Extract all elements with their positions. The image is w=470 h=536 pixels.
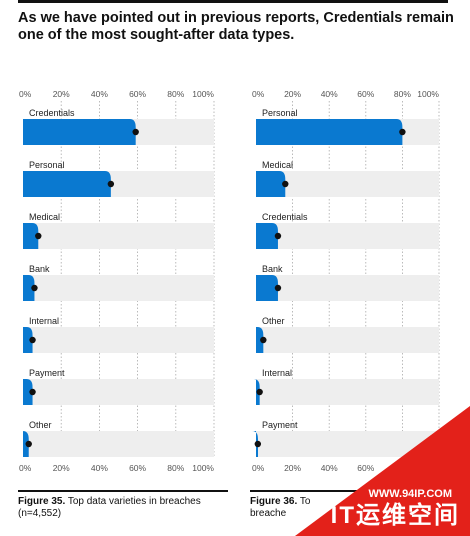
value-dot xyxy=(132,128,139,136)
axis-tick-label-bottom: 20% xyxy=(284,463,301,473)
value-dot xyxy=(35,232,42,240)
watermark-name: IT运维空间 xyxy=(330,502,460,529)
bar-credentials xyxy=(23,119,136,145)
bar-payment xyxy=(252,431,258,457)
axis-tick-label-top: 20% xyxy=(284,89,301,99)
axis-tick-label-top: 60% xyxy=(357,89,374,99)
axis-tick-label-top: 0% xyxy=(19,89,32,99)
value-dot xyxy=(399,128,406,136)
bar-personal xyxy=(23,171,111,197)
bar-track xyxy=(23,223,214,249)
axis-tick-label-bottom: 40% xyxy=(91,463,108,473)
axis-tick-label-bottom: 100% xyxy=(192,463,214,473)
bar-personal xyxy=(256,119,403,145)
category-label: Credentials xyxy=(29,108,75,118)
value-dot xyxy=(107,180,115,188)
bar-credentials xyxy=(256,223,278,249)
axis-tick-label-bottom: 60% xyxy=(129,463,146,473)
value-dot xyxy=(254,440,262,448)
category-label: Payment xyxy=(29,368,65,378)
watermark-triangle xyxy=(295,406,470,536)
category-label: Medical xyxy=(29,212,60,222)
value-dot xyxy=(274,284,282,292)
value-dot xyxy=(29,388,36,396)
axis-tick-label-top: 100% xyxy=(192,89,214,99)
category-label: Other xyxy=(262,316,285,326)
value-dot xyxy=(29,336,36,344)
axis-tick-label-top: 80% xyxy=(167,89,184,99)
caption-rule xyxy=(18,490,228,492)
category-label: Bank xyxy=(29,264,50,274)
axis-tick-label-top: 80% xyxy=(394,89,411,99)
caption-title: Top data varieties in breaches xyxy=(65,495,201,507)
bar-track xyxy=(23,275,214,301)
axis-tick-label-top: 40% xyxy=(321,89,338,99)
category-label: Credentials xyxy=(262,212,308,222)
bar-payment xyxy=(23,379,33,405)
bar-other xyxy=(256,327,264,353)
axis-tick-label-bottom: 0% xyxy=(252,463,265,473)
axis-tick-label-top: 100% xyxy=(417,89,439,99)
axis-tick-label-top: 20% xyxy=(53,89,70,99)
bar-track xyxy=(256,223,439,249)
bar-internal xyxy=(23,327,33,353)
caption-figure-35: Figure 35. Top data varieties in breache… xyxy=(18,490,228,520)
caption-sample-size: (n=4,552) xyxy=(18,507,62,519)
value-dot xyxy=(260,336,267,344)
headline-line-1: As we have pointed out in previous repor… xyxy=(18,10,454,26)
headline-line-2: one of the most sought-after data types. xyxy=(18,27,295,43)
value-dot xyxy=(256,388,263,396)
bar-bank xyxy=(23,275,35,301)
caption-sample-size: breache xyxy=(250,507,287,519)
watermark-url: WWW.94IP.COM xyxy=(368,488,452,500)
bar-medical xyxy=(256,171,286,197)
category-label: Internal xyxy=(29,316,59,326)
page-headline: As we have pointed out in previous repor… xyxy=(18,10,458,44)
bar-bank xyxy=(256,275,278,301)
axis-tick-label-bottom: 0% xyxy=(19,463,32,473)
bar-track xyxy=(23,431,214,457)
bar-track xyxy=(256,275,439,301)
category-label: Personal xyxy=(29,160,65,170)
caption-figure-label: Figure 36. xyxy=(250,495,298,507)
top-rule xyxy=(18,0,448,3)
axis-tick-label-top: 40% xyxy=(91,89,108,99)
bar-track xyxy=(256,379,439,405)
category-label: Personal xyxy=(262,108,298,118)
axis-tick-label-bottom: 20% xyxy=(53,463,70,473)
bar-medical xyxy=(23,223,39,249)
category-label: Bank xyxy=(262,264,283,274)
value-dot xyxy=(31,284,38,292)
bar-track xyxy=(256,327,439,353)
caption-figure-label: Figure 35. xyxy=(18,495,66,507)
bar-track xyxy=(23,379,214,405)
value-dot xyxy=(282,180,289,188)
category-label: Payment xyxy=(262,420,298,430)
axis-tick-label-top: 60% xyxy=(129,89,146,99)
category-label: Internal xyxy=(262,368,292,378)
axis-tick-label-bottom: 80% xyxy=(167,463,184,473)
bar-track xyxy=(23,327,214,353)
category-label: Other xyxy=(29,420,52,430)
category-label: Medical xyxy=(262,160,293,170)
value-dot xyxy=(274,232,282,240)
axis-tick-label-top: 0% xyxy=(252,89,265,99)
value-dot xyxy=(25,440,32,448)
